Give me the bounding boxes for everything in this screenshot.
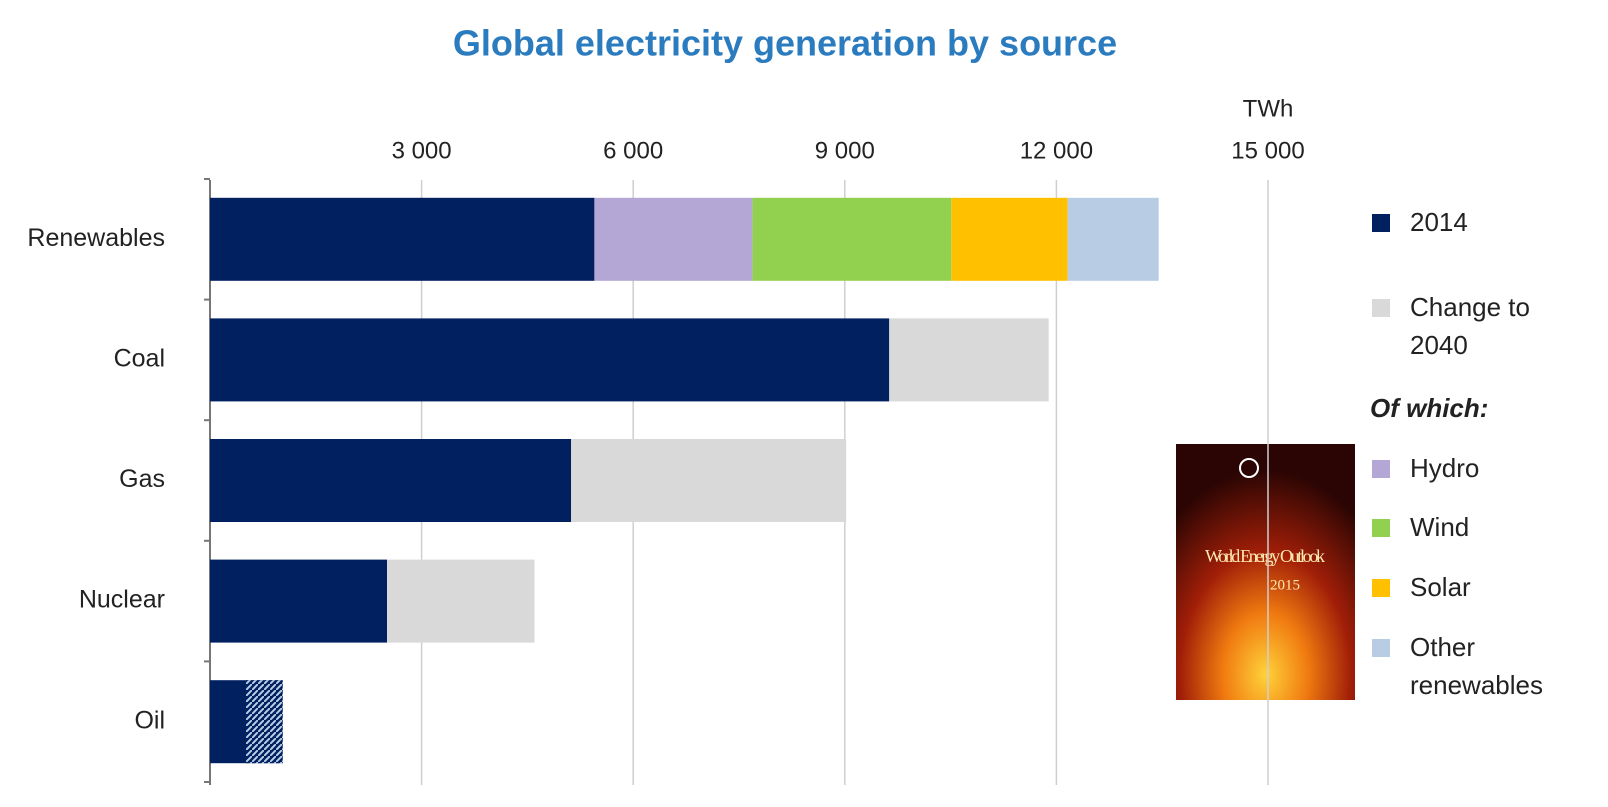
legend-label: Other renewables (1410, 632, 1543, 700)
y-tick-label: Renewables (27, 224, 165, 252)
cover-background (1176, 444, 1355, 700)
bar-segment (210, 197, 595, 281)
legend-swatch (1372, 299, 1390, 317)
bar-segment (571, 439, 847, 522)
x-tick-label: 12 000 (1020, 137, 1093, 164)
x-tick-label: 15 000 (1231, 137, 1304, 164)
y-tick-label: Coal (114, 345, 165, 373)
chart-title: Global electricity generation by source (453, 23, 1117, 64)
bar-segment (1067, 197, 1159, 281)
legend-swatch (1372, 639, 1390, 657)
legend-group-title: Of which: (1370, 393, 1489, 423)
bar-segment (387, 559, 535, 643)
y-tick-label: Oil (134, 706, 165, 734)
bar-segment (210, 318, 890, 402)
legend-swatch (1372, 519, 1390, 537)
legend-label: Change to 2040 (1410, 292, 1530, 360)
bar-segment (210, 439, 572, 522)
legend-label: Hydro (1410, 453, 1480, 483)
cover-year: 2015 (1270, 577, 1300, 593)
y-tick-label: Gas (119, 465, 165, 493)
bar-segment (752, 197, 952, 281)
x-tick-label: 3 000 (392, 137, 452, 164)
bar-segment (210, 559, 388, 643)
bar-segment (951, 197, 1068, 281)
legend-swatch (1372, 579, 1390, 597)
axis-unit: TWh (1243, 95, 1294, 122)
y-tick-label: Nuclear (79, 586, 165, 614)
bar-segment (889, 318, 1049, 402)
legend-swatch (1372, 460, 1390, 478)
cover-title: World Energy Outlook (1205, 546, 1325, 566)
bar-segment (245, 680, 283, 764)
legend-swatch (1372, 214, 1390, 232)
legend-label: 2014 (1410, 207, 1468, 237)
cover-image: World Energy Outlook 2015 (1176, 444, 1355, 700)
cover-logo (1239, 458, 1259, 478)
legend-label: Solar (1410, 572, 1471, 602)
x-tick-label: 6 000 (603, 137, 663, 164)
x-tick-label: 9 000 (815, 137, 875, 164)
bar-segment (594, 197, 753, 281)
legend-label: Wind (1410, 512, 1470, 542)
